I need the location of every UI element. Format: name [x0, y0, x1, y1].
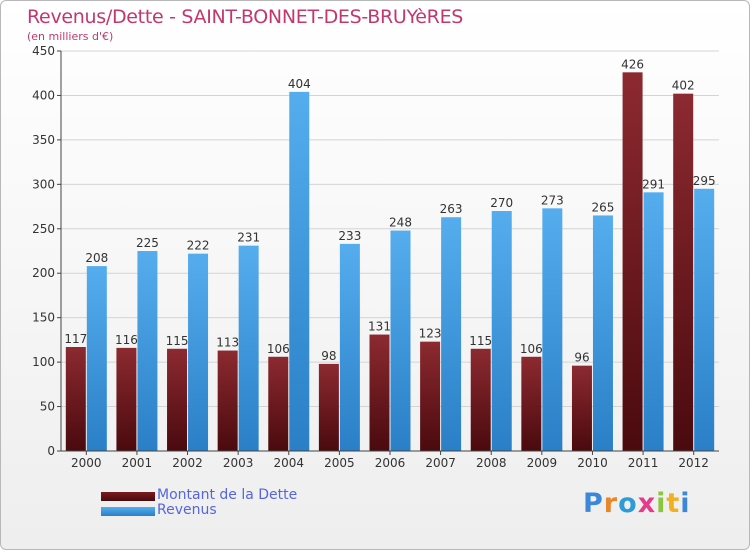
bar-debt-2007 — [420, 341, 441, 451]
y-tick-label: 50 — [40, 400, 55, 414]
bar-revenue-2010 — [592, 215, 613, 451]
data-label-debt-2009: 106 — [520, 342, 543, 356]
bar-debt-2008 — [470, 348, 491, 451]
bar-revenue-2006 — [390, 230, 411, 451]
bar-revenue-2003 — [238, 245, 259, 451]
bar-debt-2004 — [268, 356, 289, 451]
logo-letter: i — [680, 488, 691, 519]
bar-debt-2001 — [116, 347, 137, 451]
data-label-debt-2000: 117 — [64, 332, 87, 346]
logo-letter: o — [618, 488, 638, 519]
bar-debt-2002 — [167, 348, 188, 451]
legend-swatch-revenue — [101, 507, 155, 516]
y-tick-label: 400 — [32, 88, 55, 102]
data-label-debt-2007: 123 — [419, 327, 442, 341]
x-tick-label: 2006 — [375, 456, 406, 470]
y-tick-label: 450 — [32, 44, 55, 58]
bar-debt-2010 — [571, 365, 592, 451]
data-label-debt-2006: 131 — [368, 320, 391, 334]
chart-title: Revenus/Dette - SAINT-BONNET-DES-BRUYèRE… — [27, 6, 464, 28]
y-tick-label: 200 — [32, 266, 55, 280]
x-tick-label: 2008 — [476, 456, 507, 470]
data-label-revenue-2008: 270 — [490, 196, 513, 210]
data-label-debt-2005: 98 — [321, 349, 336, 363]
legend-swatch-debt — [101, 492, 155, 501]
x-tick-label: 2002 — [172, 456, 203, 470]
logo-letter: i — [656, 488, 667, 519]
x-tick-label: 2001 — [122, 456, 153, 470]
y-tick-label: 150 — [32, 311, 55, 325]
x-tick-label: 2003 — [223, 456, 254, 470]
data-label-revenue-2002: 222 — [187, 239, 210, 253]
x-tick-label: 2010 — [577, 456, 608, 470]
data-label-revenue-2012: 295 — [693, 174, 716, 188]
x-tick-label: 2009 — [527, 456, 558, 470]
data-label-revenue-2009: 273 — [541, 193, 564, 207]
y-tick-label: 350 — [32, 133, 55, 147]
data-label-debt-2011: 426 — [621, 57, 644, 71]
y-tick-label: 100 — [32, 355, 55, 369]
bar-debt-2006 — [369, 334, 390, 451]
data-label-revenue-2001: 225 — [136, 236, 159, 250]
proxiti-logo: Proxiti — [583, 488, 691, 519]
data-label-debt-2004: 106 — [267, 342, 290, 356]
y-tick-label: 300 — [32, 177, 55, 191]
data-label-debt-2001: 116 — [115, 333, 138, 347]
bar-debt-2009 — [521, 356, 542, 451]
bar-revenue-2002 — [188, 253, 209, 451]
x-tick-label: 2004 — [273, 456, 304, 470]
data-label-revenue-2000: 208 — [85, 251, 108, 265]
data-label-revenue-2011: 291 — [642, 177, 665, 191]
x-tick-label: 2007 — [425, 456, 456, 470]
logo-letter: P — [583, 488, 604, 519]
logo-letter: r — [603, 488, 619, 519]
bar-debt-2000 — [65, 347, 86, 451]
x-tick-label: 2005 — [324, 456, 355, 470]
data-label-debt-2003: 113 — [216, 336, 239, 350]
data-label-debt-2012: 402 — [672, 79, 695, 93]
y-tick-label: 250 — [32, 222, 55, 236]
data-label-debt-2010: 96 — [574, 351, 589, 365]
bar-revenue-2007 — [441, 217, 462, 451]
data-label-debt-2008: 115 — [469, 334, 492, 348]
legend-label-debt: Montant de la Dette — [157, 487, 298, 503]
chart-subtitle: (en milliers d'€) — [27, 30, 114, 43]
x-tick-label: 2011 — [628, 456, 659, 470]
data-label-debt-2002: 115 — [166, 334, 189, 348]
y-tick-label: 0 — [47, 444, 55, 458]
bar-revenue-2001 — [137, 251, 158, 451]
x-tick-label: 2012 — [678, 456, 709, 470]
bar-revenue-2005 — [339, 243, 360, 451]
bar-revenue-2004 — [289, 91, 310, 451]
bar-revenue-2009 — [542, 208, 563, 451]
bar-debt-2003 — [217, 350, 238, 451]
data-label-revenue-2006: 248 — [389, 216, 412, 230]
data-label-revenue-2007: 263 — [440, 202, 463, 216]
data-label-revenue-2010: 265 — [592, 200, 615, 214]
bar-debt-2005 — [318, 363, 339, 451]
logo-letter: x — [637, 488, 657, 519]
bar-debt-2011 — [622, 72, 643, 451]
data-label-revenue-2005: 233 — [338, 229, 361, 243]
bar-revenue-2000 — [86, 266, 107, 451]
logo-letter: t — [666, 488, 681, 519]
bar-revenue-2008 — [491, 211, 512, 451]
bar-debt-2012 — [673, 93, 694, 452]
legend-label-revenue: Revenus — [157, 502, 217, 518]
data-label-revenue-2004: 404 — [288, 77, 311, 91]
data-label-revenue-2003: 231 — [237, 231, 260, 245]
bar-revenue-2012 — [694, 188, 715, 451]
bar-revenue-2011 — [643, 192, 664, 452]
x-tick-label: 2000 — [71, 456, 102, 470]
